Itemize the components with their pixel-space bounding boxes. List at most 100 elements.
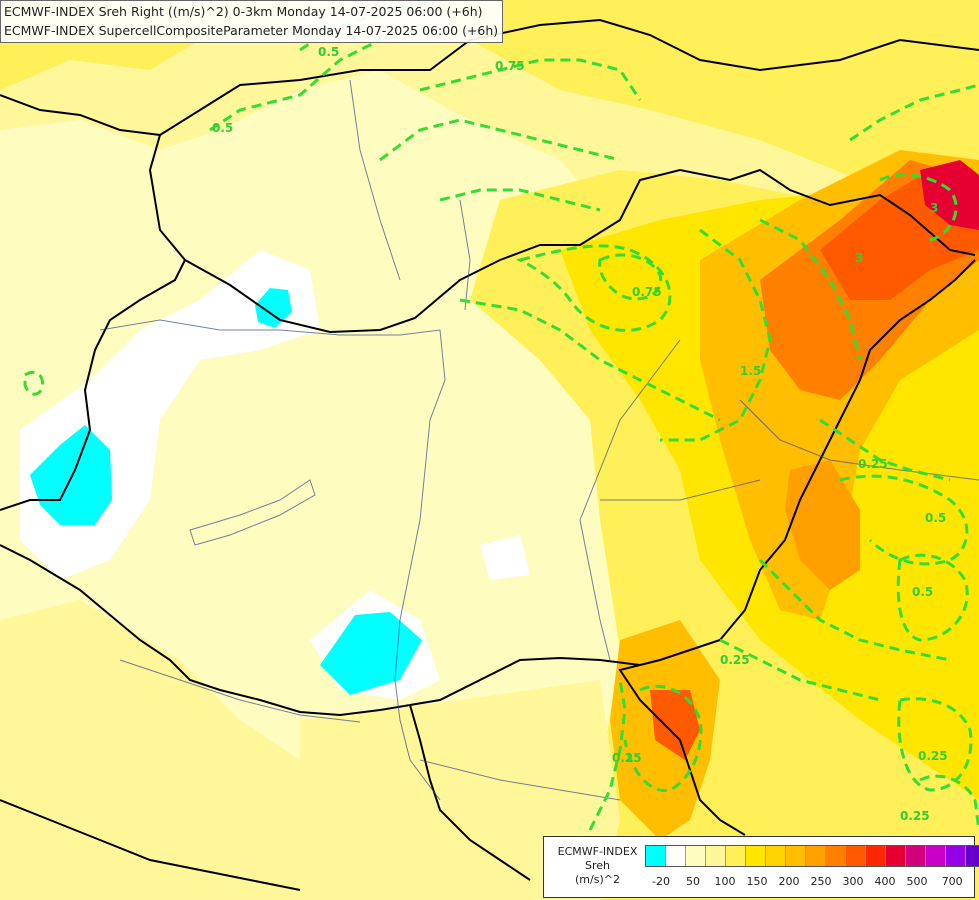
shade-white-center <box>480 535 530 580</box>
contour-east-5 <box>819 418 951 482</box>
legend-tick-label: 500 <box>906 875 928 888</box>
contour-label: 0.25 <box>918 749 948 763</box>
legend-tick-label: 150 <box>746 875 768 888</box>
contour-label: 3 <box>930 201 938 215</box>
legend-swatch <box>886 846 906 866</box>
contour-south-4 <box>588 679 627 831</box>
legend-swatch <box>686 846 706 866</box>
scp-contours <box>23 0 979 831</box>
shade-crimson-east <box>920 160 979 230</box>
legend-swatch <box>926 846 946 866</box>
shade-yellow-northeast <box>430 0 979 180</box>
contour-west-1 <box>23 370 45 396</box>
legend-swatch <box>966 846 979 866</box>
legend-ticks: -20 50 100 150 200 250 300 400 500 700 <box>645 875 965 889</box>
contour-label: 0.75 <box>632 285 662 299</box>
legend-line-3: (m/s)^2 <box>575 873 620 886</box>
map-title: ECMWF-INDEX Sreh Right ((m/s)^2) 0-3km M… <box>0 0 504 43</box>
shade-red-south <box>650 690 700 760</box>
legend-swatch <box>946 846 966 866</box>
shade-cyan-south <box>320 612 422 695</box>
legend-tick-label: 200 <box>778 875 800 888</box>
legend-line-2: Sreh <box>584 859 610 872</box>
shade-cyan-north <box>255 288 292 328</box>
river-drava <box>119 659 361 723</box>
legend-swatch <box>726 846 746 866</box>
legend-swatch <box>906 846 926 866</box>
river-danube <box>99 319 446 801</box>
legend-swatch <box>646 846 666 866</box>
contour-east-6 <box>839 474 969 566</box>
contour-label: 0.5 <box>318 45 339 59</box>
contour-center-2 <box>598 253 663 301</box>
legend-swatch <box>766 846 786 866</box>
contour-east-3 <box>849 83 979 142</box>
legend-tick-label: 250 <box>810 875 832 888</box>
river-balaton-shore <box>189 479 316 546</box>
river-hron <box>459 199 471 311</box>
contour-south-1 <box>719 638 881 702</box>
legend-swatch <box>786 846 806 866</box>
river-south-1 <box>419 759 621 801</box>
legend-swatch <box>666 846 686 866</box>
legend-tick-label: 100 <box>714 875 736 888</box>
contour-labels: 0.5 0.75 0.5 0.75 1.5 3 3 0.25 0.5 0.5 0… <box>212 45 948 823</box>
border-croatia <box>409 704 531 881</box>
rivers <box>99 79 979 801</box>
contour-label: 0.25 <box>612 751 642 765</box>
legend-tick-label: 300 <box>842 875 864 888</box>
shade-yellow-south <box>300 680 620 900</box>
border-north <box>0 94 976 334</box>
river-east-2 <box>600 479 761 501</box>
title-line-scp: ECMWF-INDEX SupercellCompositeParameter … <box>4 23 499 38</box>
legend-swatch <box>706 846 726 866</box>
river-tisza <box>579 339 681 661</box>
legend-swatch <box>826 846 846 866</box>
border-west <box>0 259 186 511</box>
contour-north-4 <box>379 118 621 162</box>
legend-color-bar <box>645 845 979 867</box>
legend-swatch <box>846 846 866 866</box>
river-vah <box>349 79 401 281</box>
contour-label: 0.25 <box>900 809 930 823</box>
contour-label: 0.25 <box>720 653 750 667</box>
contour-east-4 <box>879 173 958 242</box>
contour-label: 0.25 <box>858 457 888 471</box>
country-borders <box>0 18 979 891</box>
contour-east-2 <box>759 218 862 361</box>
legend-tick-label: -20 <box>652 875 670 888</box>
contour-east-7 <box>896 553 969 642</box>
contour-label: 0.5 <box>212 121 233 135</box>
contour-east-1 <box>660 228 772 442</box>
contour-south-2 <box>897 697 973 792</box>
border-sw-coast <box>0 799 301 891</box>
contour-label: 0.5 <box>912 585 933 599</box>
contour-north-3 <box>419 58 642 101</box>
legend-tick-label: 700 <box>941 875 963 888</box>
border-north-poland <box>159 18 979 136</box>
contour-label: 0.5 <box>925 511 946 525</box>
color-legend: ECMWF-INDEX Sreh (m/s)^2 -20 50 100 150 200 2… <box>543 836 979 898</box>
legend-line-1: ECMWF-INDEX <box>557 845 638 858</box>
border-east <box>639 259 976 666</box>
shade-yellow-southwest <box>0 600 300 900</box>
legend-tick-label: 400 <box>874 875 896 888</box>
legend-title: ECMWF-INDEX Sreh (m/s)^2 <box>550 845 645 887</box>
border-south <box>618 664 746 836</box>
border-hungary-south <box>0 544 641 717</box>
legend-swatch <box>866 846 886 866</box>
contour-label: 0.75 <box>495 59 525 73</box>
contour-label: 1.5 <box>740 364 761 378</box>
title-line-sreh: ECMWF-INDEX Sreh Right ((m/s)^2) 0-3km M… <box>4 4 483 19</box>
legend-swatch <box>806 846 826 866</box>
contour-label: 3 <box>855 251 863 265</box>
contour-south-3 <box>623 684 703 793</box>
legend-tick-label: 50 <box>686 875 700 888</box>
legend-swatch <box>746 846 766 866</box>
contour-far-east-1 <box>919 774 979 831</box>
contour-north-5 <box>439 188 601 212</box>
contour-center-3 <box>459 298 721 422</box>
contour-east-8 <box>758 558 951 662</box>
